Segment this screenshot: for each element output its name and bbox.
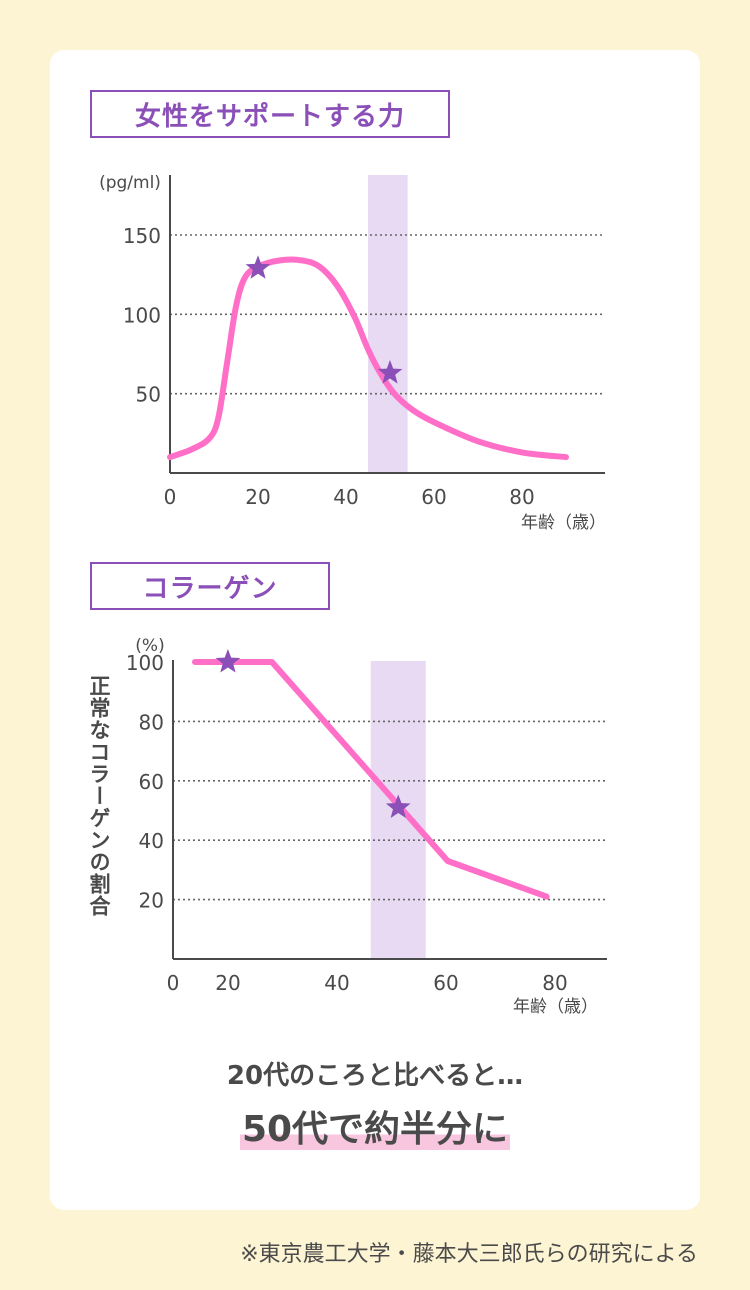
chart2-y-tick-label: 40	[139, 829, 164, 853]
chart2-y-tick-label: 100	[126, 651, 164, 675]
source-note: ※東京農工大学・藤本大三郎氏らの研究による	[240, 1242, 698, 1267]
chart1-unit-label: (pg/ml)	[99, 173, 161, 193]
conclusion-line1: 20代のころと比べると…	[226, 1061, 524, 1091]
hormone-chart: 50 100 150 0 20 40 60 80 (pg/ml) 年齢（歳）	[99, 173, 606, 533]
chart2-unit-label: (%)	[135, 636, 164, 656]
chart1-x-tick-label: 40	[333, 485, 358, 509]
chart2-star-marker	[385, 794, 411, 818]
chart1-x-tick-label: 80	[509, 485, 534, 509]
conclusion-line2-wrap: 50代で約半分に	[0, 1100, 750, 1152]
conclusion-line2: 50代で約半分に	[239, 1109, 511, 1150]
chart2-x-tick-label: 0	[167, 971, 180, 995]
chart1-highlight-band	[368, 175, 408, 473]
chart2-y-tick-label: 80	[139, 710, 164, 734]
collagen-ylabel: 正常なコラーゲンの割合	[87, 675, 111, 917]
chart1-series-line	[167, 256, 569, 461]
chart1-y-tick-label: 50	[136, 383, 161, 407]
chart2-star-marker	[215, 649, 241, 673]
chart2-x-tick-label: 20	[215, 971, 240, 995]
chart1-star-marker	[245, 255, 271, 279]
chart1-star-marker	[377, 360, 403, 384]
chart1-y-tick-label: 100	[123, 303, 161, 327]
chart1-title: 女性をサポートする力	[90, 90, 450, 138]
chart2-y-tick-label: 20	[139, 889, 164, 913]
chart1-x-tick-label: 0	[164, 485, 177, 509]
collagen-chart: 20 40 60 80 100 0 20 40 60 80 (%) 年齢（歳）	[126, 636, 607, 1017]
chart1-y-tick-label: 150	[123, 224, 161, 248]
chart2-x-tick-label: 80	[542, 971, 567, 995]
chart2-x-tick-label: 60	[433, 971, 458, 995]
chart1-x-axis-label: 年齢（歳）	[521, 513, 606, 533]
chart1-x-tick-label: 60	[421, 485, 446, 509]
chart1-x-tick-label: 20	[245, 485, 270, 509]
chart2-y-tick-label: 60	[139, 770, 164, 794]
chart2-x-axis-label: 年齢（歳）	[513, 997, 598, 1017]
chart2-title: コラーゲン	[90, 562, 330, 610]
chart2-x-tick-label: 40	[324, 971, 349, 995]
